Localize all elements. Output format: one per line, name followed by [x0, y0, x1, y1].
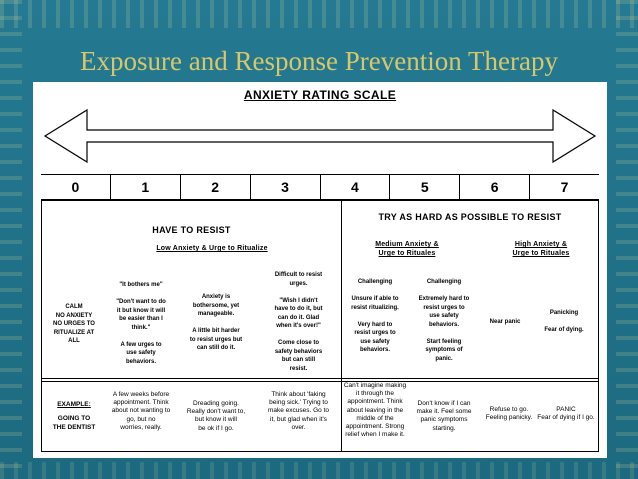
example-item: Think about 'faking being sick.' Trying …: [267, 391, 330, 431]
group-header-have-to-resist: HAVE TO RESIST: [152, 225, 231, 235]
sub-header-low-anxiety: Low Anxiety & Urge to Ritualize: [156, 245, 268, 252]
level-6-description: Near panic: [489, 319, 521, 325]
level-5-description: Challenging Extremely hard to resist urg…: [418, 279, 470, 362]
level-4-description: Challenging Unsure if able to resist rit…: [351, 279, 399, 353]
example-label: EXAMPLE:: [57, 401, 91, 408]
scale-number: 3: [251, 175, 321, 199]
example-item: Dreading going. Really don't want to, bu…: [186, 400, 246, 432]
scale-number-row: 0 1 2 3 4 5 6 7: [41, 174, 599, 200]
level-3-description: Difficult to resist urges. "Wish I didn'…: [274, 272, 323, 372]
scale-number: 1: [111, 175, 181, 199]
example-item: A few weeks before appointment. Think ab…: [111, 391, 171, 431]
level-0-description: CALM NO ANXIETY NO URGES TO RITUALIZE AT…: [53, 304, 95, 344]
example-item: Don't know if I can make it. Feel some p…: [416, 400, 472, 432]
scale-number: 5: [390, 175, 461, 199]
scale-number: 6: [460, 175, 531, 199]
scale-number: 0: [41, 175, 111, 199]
example-item: Can't imagine making it through the appo…: [343, 382, 407, 439]
slide-title: Exposure and Response Prevention Therapy: [80, 46, 558, 76]
decorative-border-top: [0, 0, 638, 28]
scale-number: 2: [181, 175, 251, 199]
group-divider: [341, 201, 342, 451]
scale-number: 7: [560, 179, 569, 195]
example-subject: GOING TO THE DENTIST: [52, 415, 96, 431]
scale-title: ANXIETY RATING SCALE: [243, 88, 397, 102]
group-header-try-hard-to-resist: TRY AS HARD AS POSSIBLE TO RESIST: [378, 212, 562, 222]
decorative-border-left: [0, 0, 22, 479]
example-item: PANIC Fear of dying if I go.: [537, 406, 595, 422]
scale-body: HAVE TO RESIST TRY AS HARD AS POSSIBLE T…: [41, 200, 599, 452]
scale-number: 4: [321, 175, 391, 199]
level-2-description: Anxiety is bothersome, yet manageable. A…: [189, 294, 243, 351]
example-label-cell: EXAMPLE: GOING TO THE DENTIST: [42, 382, 106, 451]
row-divider: [42, 381, 598, 382]
example-item: Refuse to go. Feeling panicky.: [485, 406, 533, 422]
row-divider: [42, 378, 598, 379]
decorative-border-bottom: [0, 462, 638, 479]
level-7-description: Panicking Fear of dying.: [544, 310, 584, 333]
level-1-description: "It bothers me" "Don't want to do it but…: [116, 282, 166, 365]
double-arrow-icon: [43, 108, 597, 164]
sub-header-medium-anxiety: Medium Anxiety & Urge to Rituales: [375, 241, 439, 257]
anxiety-scale-panel: ANXIETY RATING SCALE 0 1 2 3 4 5 6 7 HAV…: [33, 82, 607, 458]
decorative-border-right: [616, 0, 638, 479]
sub-header-high-anxiety: High Anxiety & Urge to Rituales: [512, 241, 570, 257]
